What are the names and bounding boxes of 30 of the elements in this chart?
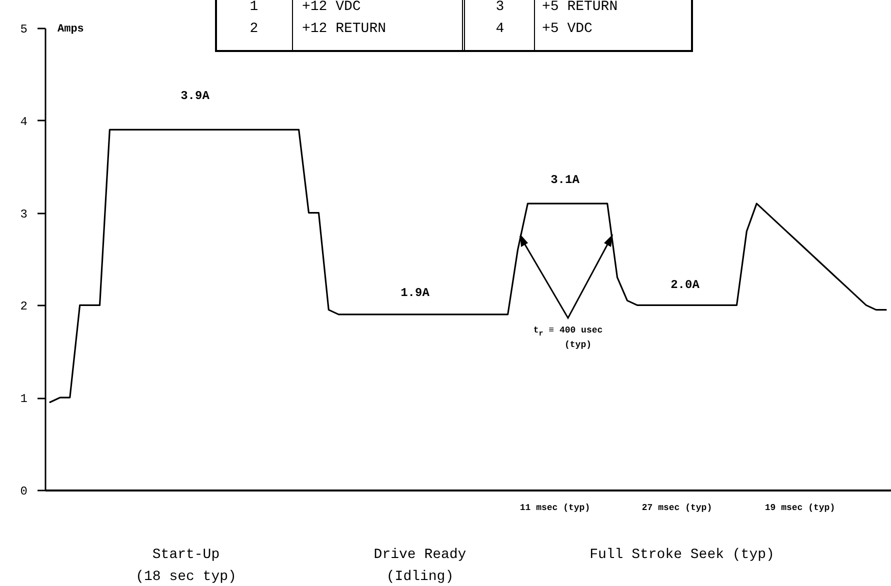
line-series [49,128,887,404]
text: Full Stroke Seek (typ) [590,547,774,563]
text: (18 sec typ) [136,569,236,585]
annotation: (typ) [564,340,592,350]
text: 3 [496,0,504,15]
text: 1 [250,0,258,15]
y-tick-label: 2 [20,300,28,314]
y-axis-title: Amps [58,24,84,36]
y-tick-label: 3 [20,207,28,222]
annotation: 2.0A [670,278,700,292]
annotation: 3.9A [180,89,210,103]
annotation: 3.1A [550,173,580,187]
text: 19 msec (typ) [764,503,836,513]
annotation: 1.9A [400,286,430,300]
text: +5 RETURN [542,0,618,15]
y-tick-label: 4 [20,114,28,129]
text: 27 msec (typ) [642,503,712,513]
annotation: +12 RETURN [302,21,386,37]
annotation: t$_{r}$ ≡ 400 usec [533,326,603,338]
y-tick-label: 1 [20,392,28,406]
text: +12 VDC [302,0,361,15]
annotation: +5 VDC [542,21,592,37]
annotation: 2 [250,21,258,37]
text: 11 msec (typ) [520,503,590,513]
text: Drive Ready [374,547,466,563]
y-tick-label: 0 [20,484,28,498]
text: Start-Up [152,547,220,563]
text: (Idling) [386,569,454,585]
annotation: 4 [496,21,504,37]
y-tick-label: 5 [20,22,28,36]
